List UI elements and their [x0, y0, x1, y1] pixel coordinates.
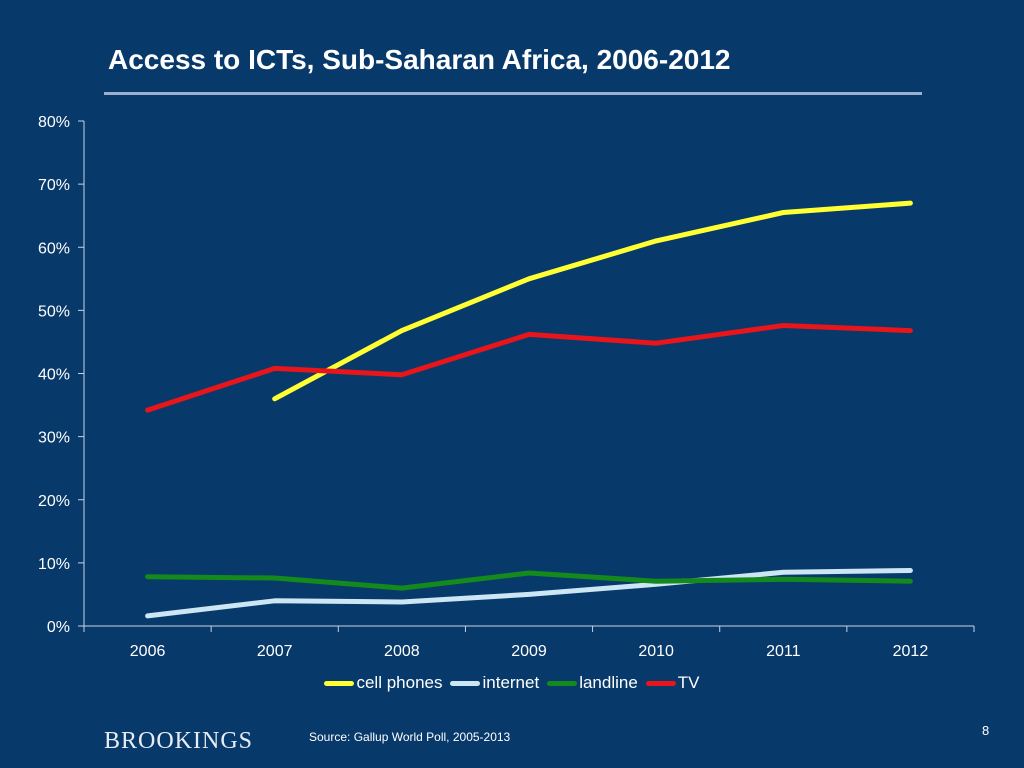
legend-label: internet	[482, 673, 540, 692]
legend-swatch	[547, 680, 578, 686]
x-tick-label: 2011	[766, 643, 801, 660]
chart-title: Access to ICTs, Sub-Saharan Africa, 2006…	[108, 44, 731, 75]
line-chart: 0% 10% 20% 30% 40% 50% 60% 70% 80% 2006 2007 2008 20…	[38, 114, 975, 660]
legend-item-cell-phones: cell phones	[324, 673, 442, 693]
legend-swatch	[324, 680, 355, 686]
legend-item-internet: internet	[450, 673, 539, 693]
source-note: Source: Gallup World Poll, 2005-2013	[309, 730, 511, 744]
series-line-tv	[145, 323, 913, 413]
series-line-cell-phones	[272, 200, 913, 402]
x-tick-label: 2010	[638, 643, 674, 660]
y-tick-label: 70%	[38, 177, 70, 194]
y-tick-label: 50%	[38, 303, 70, 320]
chart-legend: cell phones internet landline TV	[0, 673, 1024, 693]
brookings-logo: BROOKINGS	[104, 728, 254, 754]
y-tick-label: 40%	[38, 367, 70, 384]
legend-swatch	[645, 680, 676, 686]
y-tick-label: 20%	[38, 493, 70, 510]
legend-label: TV	[677, 673, 700, 692]
x-tick-label: 2009	[511, 643, 547, 660]
x-tick-label: 2012	[893, 643, 929, 660]
legend-label: landline	[579, 673, 638, 692]
x-tick-label: 2006	[130, 643, 166, 660]
x-tick-label: 2007	[257, 643, 293, 660]
y-tick-label: 80%	[38, 114, 70, 131]
y-tick-label: 60%	[38, 240, 70, 257]
legend-item-landline: landline	[547, 673, 638, 693]
x-tick-label: 2008	[384, 643, 420, 660]
y-tick-label: 30%	[38, 430, 70, 447]
title-divider	[104, 92, 922, 95]
y-tick-label: 10%	[38, 556, 70, 573]
legend-swatch	[450, 680, 481, 686]
series-line-internet	[145, 568, 913, 619]
legend-item-tv: TV	[645, 673, 700, 693]
page-number: 8	[982, 723, 990, 738]
series-line-landline	[145, 570, 913, 591]
legend-label: cell phones	[356, 673, 443, 692]
y-tick-label: 0%	[47, 619, 70, 636]
